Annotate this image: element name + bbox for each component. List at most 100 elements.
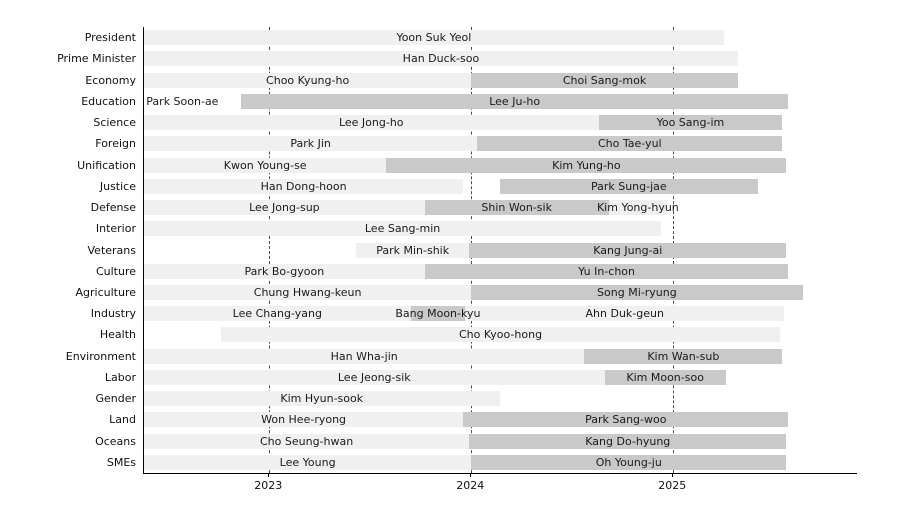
tenure-label: Choi Sang-mok <box>562 73 647 87</box>
tenure-label: Oh Young-ju <box>595 455 662 469</box>
row-label-oceans: Oceans <box>95 434 136 448</box>
tenure-bar <box>144 221 662 237</box>
tenure-label: Kim Hyun-sook <box>280 392 364 406</box>
row-label-culture: Culture <box>95 264 136 278</box>
tenure-bar <box>471 454 787 470</box>
tenure-bar <box>584 348 783 364</box>
tenure-label: Kim Wan-sub <box>647 349 720 363</box>
row-label-health: Health <box>99 328 136 342</box>
row-label-land: Land <box>109 413 136 427</box>
tenure-label: Lee Sang-min <box>364 222 441 236</box>
tenure-label: Kim Moon-soo <box>626 370 704 384</box>
tenure-label: Won Hee-ryong <box>261 413 347 427</box>
tenure-label: Song Mi-ryung <box>597 285 677 299</box>
row-label-agriculture: Agriculture <box>75 285 137 299</box>
axis-tick <box>268 473 270 477</box>
axis-tick <box>672 473 674 477</box>
row-label-education: Education <box>81 94 136 108</box>
tenure-label: Lee Jeong-sik <box>337 370 411 384</box>
tenure-label: Kwon Young-se <box>223 158 307 172</box>
tenure-bar <box>144 200 425 216</box>
tenure-label: Lee Young <box>279 455 336 469</box>
row-label-unification: Unification <box>77 158 136 172</box>
tenure-bar <box>144 391 500 407</box>
tenure-label: Cho Seung-hwan <box>260 434 354 448</box>
tenure-bar <box>463 412 789 428</box>
tenure-bar <box>144 136 478 152</box>
tenure-bar <box>424 263 789 279</box>
tenure-bar <box>240 93 789 109</box>
axis-tick-label: 2025 <box>658 479 687 492</box>
tenure-label: Kang Do-hyung <box>585 434 671 448</box>
tenure-bar <box>144 72 472 88</box>
tenure-bar <box>144 369 605 385</box>
tenure-bar <box>604 369 726 385</box>
tenure-bar <box>471 284 803 300</box>
row-label-interior: Interior <box>95 222 136 236</box>
row-label-gender: Gender <box>95 392 136 406</box>
gridline-2023 <box>269 27 271 473</box>
tenure-label: Park Bo-gyoon <box>244 264 325 278</box>
tenure-bar <box>144 433 470 449</box>
tenure-label: Chung Hwang-keun <box>253 285 362 299</box>
tenure-bar <box>410 306 466 322</box>
row-label-foreign: Foreign <box>95 137 136 151</box>
axis-tick <box>470 473 472 477</box>
tenure-label: Yu In-chon <box>578 264 635 278</box>
tenure-label: Park Soon-ae <box>146 94 219 108</box>
tenure-label: Lee Jong-ho <box>338 116 404 130</box>
tenure-label: Bang Moon-kyu <box>395 307 481 321</box>
tenure-bar <box>144 412 464 428</box>
row-label-president: President <box>84 31 136 45</box>
tenure-bar <box>386 157 787 173</box>
tenure-bar <box>144 115 599 131</box>
tenure-bar <box>598 115 783 131</box>
tenure-label: Han Wha-jin <box>330 349 398 363</box>
tenure-label: Park Sang-woo <box>585 413 667 427</box>
row-label-veterans: Veterans <box>87 243 137 257</box>
row-label-labor: Labor <box>104 370 136 384</box>
tenure-label: Park Sung-jae <box>590 179 667 193</box>
axis-tick-label: 2024 <box>456 479 485 492</box>
tenure-label: Cho Kyoo-hong <box>458 328 543 342</box>
tenure-label: Park Min-shik <box>376 243 450 257</box>
tenure-bar <box>608 200 668 216</box>
row-label-industry: Industry <box>90 307 136 321</box>
tenure-label: Han Duck-soo <box>402 52 480 66</box>
tenure-bar <box>144 348 585 364</box>
tenure-label: Yoo Sang-im <box>656 116 725 130</box>
tenure-bar <box>144 157 387 173</box>
row-label-smes: SMEs <box>106 455 136 469</box>
tenure-label: Kim Yung-ho <box>552 158 621 172</box>
tenure-bar <box>465 306 785 322</box>
tenure-bar <box>144 284 472 300</box>
row-label-justice: Justice <box>99 179 136 193</box>
tenure-bar <box>144 178 464 194</box>
row-label-economy: Economy <box>85 73 136 87</box>
tenure-label: Yoon Suk Yeol <box>396 31 472 45</box>
tenure-label: Shin Won-sik <box>481 201 552 215</box>
row-label-prime-minister: Prime Minister <box>57 52 136 66</box>
tenure-label: Park Jin <box>290 137 331 151</box>
axis-tick-label: 2023 <box>254 479 283 492</box>
tenure-label: Ahn Duk-geun <box>585 307 664 321</box>
tenure-label: Kang Jung-ai <box>593 243 663 257</box>
tenure-bar <box>471 72 738 88</box>
tenure-label: Cho Tae-yul <box>597 137 662 151</box>
tenure-bar <box>144 306 411 322</box>
tenure-label: Han Dong-hoon <box>260 179 347 193</box>
row-label-environment: Environment <box>65 349 136 363</box>
tenure-bar <box>424 200 609 216</box>
tenure-bar <box>144 263 425 279</box>
tenure-bar <box>499 178 759 194</box>
tenure-bar <box>144 30 724 46</box>
tenure-bar <box>356 242 470 258</box>
tenure-label: Kim Yong-hyun <box>596 201 679 215</box>
tenure-bar <box>144 51 738 67</box>
tenure-label: Choo Kyung-ho <box>266 73 350 87</box>
tenure-label: Lee Jong-sup <box>249 201 320 215</box>
tenure-bar <box>144 454 472 470</box>
plot-area: Yoon Suk Yeol Han Duck-soo Choo Kyung-ho Ch… <box>143 27 857 474</box>
row-label-defense: Defense <box>90 201 136 215</box>
